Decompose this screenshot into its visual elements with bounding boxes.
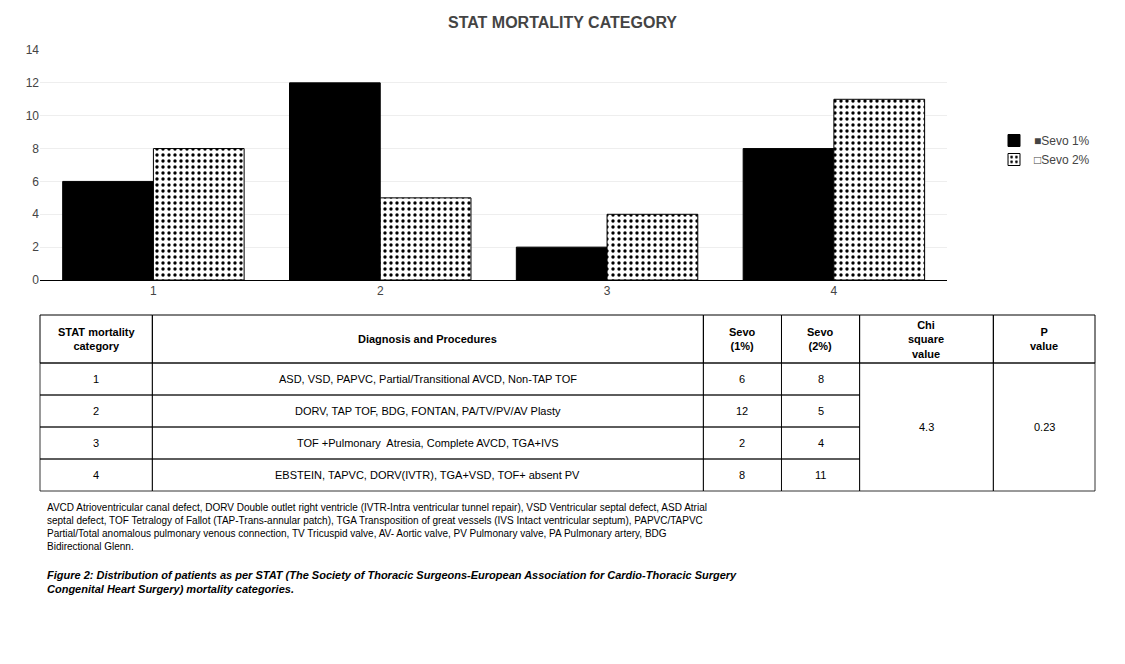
svg-text:8: 8 — [32, 142, 39, 156]
svg-text:4: 4 — [831, 284, 838, 298]
svg-text:1: 1 — [93, 373, 99, 385]
svg-text:11: 11 — [815, 469, 826, 481]
svg-text:5: 5 — [818, 405, 824, 417]
svg-text:TOF +Pulmonary Atresia, Compl: TOF +Pulmonary Atresia, Complete AVCD, T… — [297, 437, 559, 449]
svg-text:8: 8 — [818, 373, 824, 385]
svg-text:4: 4 — [32, 207, 39, 221]
svg-text:2: 2 — [32, 240, 39, 254]
svg-text:Chisquarevalue: Chisquarevalue — [908, 319, 944, 360]
svg-text:Pvalue: Pvalue — [1030, 326, 1058, 352]
svg-text:6: 6 — [32, 175, 39, 189]
svg-text:3: 3 — [604, 284, 611, 298]
svg-text:12: 12 — [736, 405, 748, 417]
svg-text:STAT MORTALITY CATEGORY: STAT MORTALITY CATEGORY — [448, 14, 677, 31]
svg-text:2: 2 — [739, 437, 745, 449]
svg-text:6: 6 — [739, 373, 745, 385]
svg-text:■Sevo 1%: ■Sevo 1% — [1034, 134, 1090, 148]
svg-text:AVCD Atrioventricular canal de: AVCD Atrioventricular canal defect, DORV… — [47, 502, 707, 552]
svg-text:10: 10 — [26, 109, 40, 123]
svg-text:12: 12 — [26, 76, 40, 90]
svg-text:ASD, VSD, PAPVC, Partial/Trans: ASD, VSD, PAPVC, Partial/Transitional AV… — [279, 373, 577, 385]
svg-text:EBSTEIN, TAPVC, DORV(IVTR), TG: EBSTEIN, TAPVC, DORV(IVTR), TGA+VSD, TOF… — [275, 469, 580, 481]
svg-text:14: 14 — [26, 43, 40, 57]
svg-text:Sevo(2%): Sevo(2%) — [807, 326, 834, 352]
svg-text:0: 0 — [32, 273, 39, 287]
svg-text:4: 4 — [93, 469, 99, 481]
svg-text:8: 8 — [739, 469, 745, 481]
svg-text:Diagnosis and Procedures: Diagnosis and Procedures — [358, 333, 497, 345]
svg-text:2: 2 — [377, 284, 384, 298]
svg-text:Sevo(1%): Sevo(1%) — [729, 326, 756, 352]
svg-text:4: 4 — [818, 437, 824, 449]
svg-text:□Sevo 2%: □Sevo 2% — [1034, 153, 1090, 167]
svg-text:1: 1 — [150, 284, 157, 298]
svg-text:4.3: 4.3 — [919, 421, 934, 433]
svg-text:3: 3 — [93, 437, 99, 449]
svg-text:0.23: 0.23 — [1034, 421, 1055, 433]
svg-text:STAT mortalitycategory: STAT mortalitycategory — [58, 326, 135, 352]
svg-text:DORV, TAP TOF, BDG, FONTAN, PA: DORV, TAP TOF, BDG, FONTAN, PA/TV/PV/AV … — [295, 405, 561, 417]
svg-text:Figure 2: Distribution of pati: Figure 2: Distribution of patients as pe… — [47, 569, 737, 595]
svg-text:2: 2 — [93, 405, 99, 417]
